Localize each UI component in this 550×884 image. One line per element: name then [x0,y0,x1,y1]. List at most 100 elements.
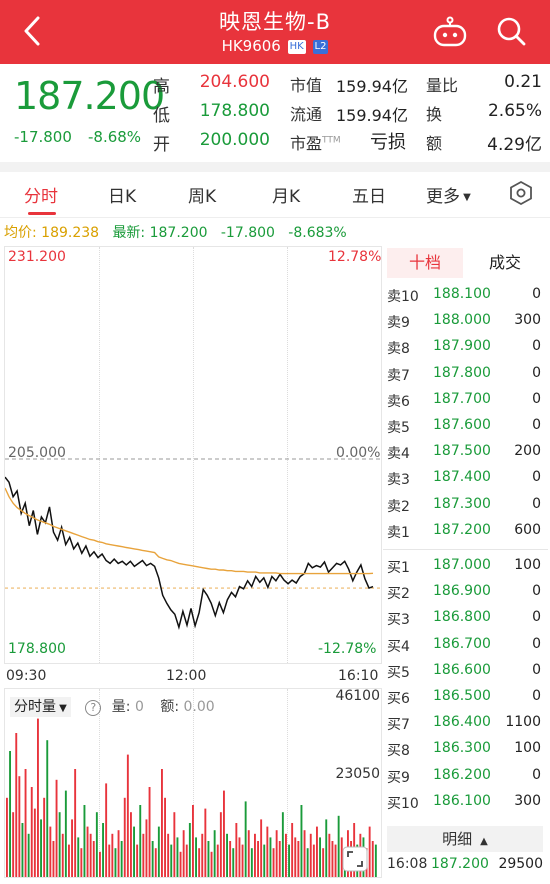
level-volume: 0 [532,609,541,626]
turnover-value: 2.65% [487,101,542,121]
chart-period-tabs: 分时 日K 周K 月K 五日 更多 ▼ [0,172,550,218]
orderbook-row[interactable]: 卖8 187.900 0 [385,334,545,360]
orderbook-row[interactable]: 卖1 187.200 600 [385,518,545,544]
search-icon[interactable] [494,14,528,48]
grid-line [193,689,194,877]
orderbook-row[interactable]: 买9 186.200 0 [385,763,545,789]
volume-bar [263,844,266,877]
orderbook-row[interactable]: 买8 186.300 100 [385,736,545,762]
volume-bar [80,848,83,877]
quote-panel: 187.200 -17.800 -8.68% 高 204.600 低 178.8… [0,64,550,162]
volume-bar [291,823,294,877]
tab-monthly-k[interactable]: 月K [272,187,301,207]
level-label: 卖4 [387,446,410,463]
volume-bar [77,837,80,877]
active-tab-indicator [28,212,56,215]
help-icon[interactable]: ? [85,700,102,716]
volume-bar [71,819,73,877]
volume-bar [52,841,55,877]
level-price: 187.700 [433,390,491,407]
orderbook-row[interactable]: 买5 186.600 0 [385,658,545,684]
volume-bar [281,812,284,877]
orderbook-row[interactable]: 卖3 187.400 0 [385,465,545,491]
volume-bar [269,837,272,877]
fullscreen-icon[interactable] [342,846,368,872]
amount-label: 额: [160,699,180,715]
level-volume: 0 [532,635,541,652]
volume-bar [288,844,290,877]
orderbook-row[interactable]: 买7 186.400 1100 [385,710,545,736]
orderbook-row[interactable]: 买4 186.700 0 [385,632,545,658]
float-cap-value: 159.94亿 [336,106,408,125]
orderbook-row[interactable]: 卖9 188.000 300 [385,308,545,334]
volume-bar [167,833,170,877]
caret-down-icon: ▼ [460,192,471,203]
trade-price: 187.200 [431,856,489,872]
tab-ten-levels[interactable]: 十档 [387,248,463,278]
level-price: 187.800 [433,364,491,381]
volume-bar [226,833,228,877]
orderbook-row[interactable]: 卖5 187.600 0 [385,413,545,439]
orderbook-row[interactable]: 卖10 188.100 0 [385,282,545,308]
volume-bar [204,808,207,877]
level-price: 186.300 [433,740,491,757]
back-arrow-icon[interactable] [18,14,48,48]
volume-bar [238,837,241,877]
level-price: 187.400 [433,469,491,486]
orderbook-row[interactable]: 卖2 187.300 0 [385,492,545,518]
price-change: -17.800 [14,128,72,146]
level-volume: 0 [532,661,541,678]
latest-price-label: 最新: [112,225,146,241]
volume-bar [285,833,287,877]
last-price: 187.200 [14,74,165,118]
orderbook-row[interactable]: 买1 187.000 100 [385,553,545,579]
volume-ratio-value: 0.21 [504,72,542,92]
volume-bar [328,833,331,877]
tab-intraday[interactable]: 分时 [24,187,58,207]
settings-icon[interactable] [508,180,534,206]
volume-bar [151,841,154,877]
detail-button[interactable]: 明细 ▲ [387,826,543,852]
intraday-price-chart[interactable] [4,246,382,664]
tab-trades[interactable]: 成交 [488,253,521,272]
level-label: 买9 [387,769,410,786]
tab-five-day[interactable]: 五日 [352,187,386,207]
level-price: 186.400 [433,714,491,731]
low-value: 178.800 [199,101,270,121]
level-volume: 0 [532,495,541,512]
volume-bar [27,833,30,877]
level-volume: 300 [514,792,541,809]
tab-daily-k[interactable]: 日K [108,187,137,207]
x-axis-label-close: 16:10 [338,668,379,684]
level-volume: 0 [532,469,541,486]
volume-bar [219,812,222,877]
volume-bar [108,844,111,877]
volume-header: 分时量 ▼ ? 量: 0 额: 0.00 [10,696,215,717]
volume-bar [157,826,160,877]
volume-bar [325,819,328,877]
grid-line [287,247,288,663]
volume-chart[interactable] [4,688,382,878]
volume-bar [337,815,340,877]
pct-axis-mid-label: 0.00% [336,445,381,461]
orderbook-row[interactable]: 买3 186.800 0 [385,605,545,631]
volume-bar [316,826,318,877]
orderbook-row[interactable]: 卖4 187.500 200 [385,439,545,465]
volume-bar [223,790,225,877]
orderbook-row[interactable]: 卖7 187.800 0 [385,361,545,387]
volume-bar [192,805,194,877]
level-label: 买4 [387,638,410,655]
tab-more[interactable]: 更多 ▼ [426,187,471,207]
orderbook-row[interactable]: 买2 186.900 0 [385,579,545,605]
orderbook-row[interactable]: 卖6 187.700 0 [385,387,545,413]
volume-indicator-select[interactable]: 分时量 ▼ [10,697,71,717]
amount-label: 额 [426,134,443,153]
orderbook-row[interactable]: 买6 186.500 0 [385,684,545,710]
volume-mid-label: 23050 [335,766,380,782]
latest-price-value: 187.200 [149,225,208,241]
robot-assistant-icon[interactable] [432,16,468,48]
volume-bar [49,826,52,877]
orderbook-row[interactable]: 买10 186.100 300 [385,789,545,815]
section-divider [0,162,550,172]
tab-weekly-k[interactable]: 周K [188,187,217,207]
